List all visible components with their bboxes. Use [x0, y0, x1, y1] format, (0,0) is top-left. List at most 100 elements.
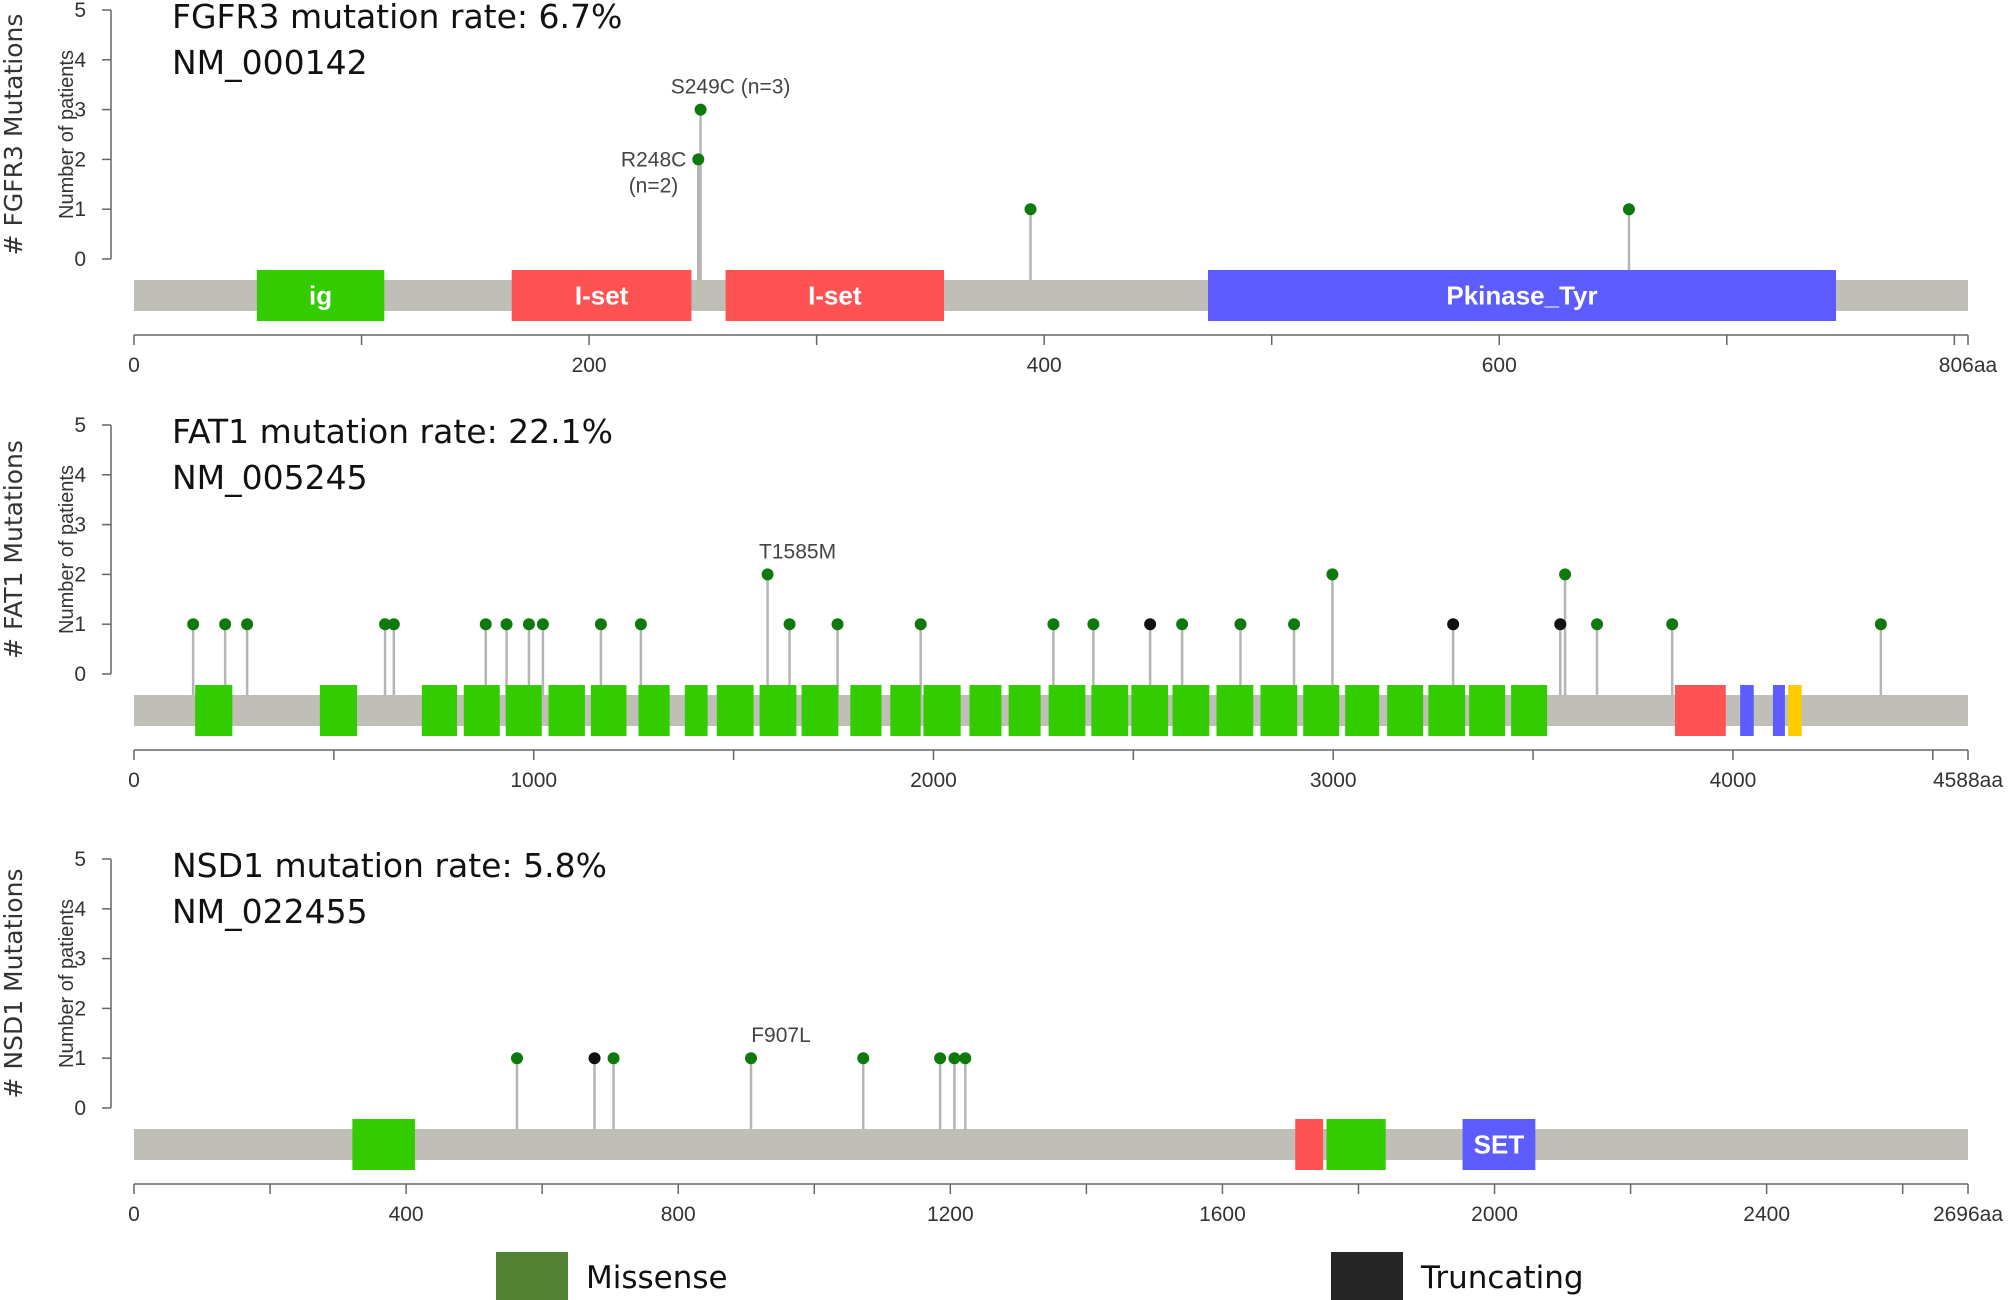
y-tick-label: 2 — [74, 997, 86, 1020]
mutation-dot — [1024, 203, 1037, 216]
x-tick-label: 0 — [128, 769, 140, 792]
domain-block — [1260, 685, 1298, 736]
x-tick-label: 2000 — [910, 769, 957, 792]
y-tick-label: 1 — [74, 198, 86, 221]
chart-title: FAT1 mutation rate: 22.1% — [172, 412, 613, 451]
legend-swatch-missense — [496, 1252, 568, 1300]
mutation-dot — [783, 618, 796, 631]
domain-block — [923, 685, 961, 736]
domain-label: Pkinase_Tyr — [1446, 281, 1597, 311]
domain-block — [1048, 685, 1086, 736]
mutation-dot — [1591, 618, 1604, 631]
mutation-dot — [1288, 618, 1301, 631]
domain-block — [195, 685, 233, 736]
y-axis-label: Number of patients — [56, 465, 78, 634]
gene-axis-label: # FGFR3 Mutations — [0, 14, 28, 256]
y-tick-label: 2 — [74, 148, 86, 171]
domain-block — [1469, 685, 1506, 736]
y-axis-label: Number of patients — [56, 50, 78, 219]
mutation-annotation: S249C (n=3) — [671, 76, 791, 99]
transcript-id: NM_000142 — [172, 43, 368, 82]
x-tick-label: 400 — [1027, 354, 1062, 377]
mutation-dot — [1234, 618, 1247, 631]
x-length-label: 4588aa — [1933, 769, 2003, 792]
mutation-dot — [1447, 618, 1460, 631]
y-tick-label: 5 — [74, 414, 86, 437]
domain-block — [505, 685, 542, 736]
x-tick-label: 200 — [572, 354, 607, 377]
domain-block — [638, 685, 670, 736]
domain-block — [850, 685, 882, 736]
mutation-dot — [510, 1052, 523, 1065]
mutation-dot — [1087, 618, 1100, 631]
domain-block — [1772, 685, 1785, 736]
domain-block — [1387, 685, 1424, 736]
domain-block — [1511, 685, 1548, 736]
x-tick-label: 800 — [661, 1203, 696, 1226]
mutation-dot — [379, 618, 392, 631]
mutation-dot — [588, 1052, 601, 1065]
mutation-dot — [1326, 568, 1339, 581]
mutation-dot — [948, 1052, 961, 1065]
y-axis-label: Number of patients — [56, 899, 78, 1068]
domain-label: SET — [1474, 1130, 1525, 1160]
domain-block — [1131, 685, 1169, 736]
chart-title: NSD1 mutation rate: 5.8% — [172, 846, 607, 885]
mutation-dot — [694, 103, 707, 116]
x-tick-label: 400 — [389, 1203, 424, 1226]
x-tick-label: 4000 — [1710, 769, 1757, 792]
domain-block — [1462, 1119, 1536, 1170]
mutation-dot — [1047, 618, 1060, 631]
mutation-dot — [692, 153, 705, 166]
domain-block — [890, 685, 921, 736]
domain-block — [352, 1119, 415, 1170]
domain-block — [1788, 685, 1802, 736]
x-length-label: 2696aa — [1933, 1203, 2003, 1226]
mutation-dot — [959, 1052, 972, 1065]
legend: Missense Truncating — [496, 1252, 1584, 1300]
domain-block — [256, 270, 385, 321]
mutation-dot — [241, 618, 254, 631]
mutation-dot — [479, 618, 492, 631]
x-tick-label: 0 — [128, 1203, 140, 1226]
y-tick-label: 0 — [74, 663, 86, 686]
y-tick-label: 4 — [74, 49, 86, 72]
gene-panels: 0 1 2 3 4 5 Number of patients # FGFR3 Mutation… — [0, 0, 2003, 1226]
mutation-annotation: F907L — [751, 1024, 811, 1047]
domain-block — [725, 270, 945, 321]
domain-block — [1326, 1119, 1386, 1170]
y-tick-label: 3 — [74, 514, 86, 537]
mutation-dot — [634, 618, 647, 631]
x-tick-label: 600 — [1482, 354, 1517, 377]
domain-block — [716, 685, 754, 736]
domain-block — [969, 685, 1002, 736]
mutation-dot — [607, 1052, 620, 1065]
domain-block — [1303, 685, 1340, 736]
mutation-dot — [1554, 618, 1567, 631]
domain-block — [511, 270, 692, 321]
domain-block — [548, 685, 585, 736]
gene-axis-label: # FAT1 Mutations — [0, 440, 28, 659]
mutation-dot — [594, 618, 607, 631]
y-tick-label: 1 — [74, 1047, 86, 1070]
domain-block — [463, 685, 500, 736]
domain-block — [1008, 685, 1041, 736]
mutation-dot — [761, 568, 774, 581]
domain-block — [1091, 685, 1129, 736]
y-tick-label: 4 — [74, 898, 86, 921]
y-tick-label: 4 — [74, 464, 86, 487]
mutation-annotation: R248C — [621, 148, 686, 171]
y-tick-label: 5 — [74, 848, 86, 871]
domain-label: I-set — [575, 281, 629, 311]
mutation-dot — [914, 618, 927, 631]
y-tick-label: 0 — [74, 248, 86, 271]
legend-label-missense: Missense — [586, 1260, 728, 1296]
protein-backbone — [134, 1129, 1968, 1160]
mutation-dot — [745, 1052, 758, 1065]
domain-block — [1208, 270, 1837, 321]
mutation-dot — [1144, 618, 1157, 631]
x-tick-label: 1600 — [1199, 1203, 1246, 1226]
x-tick-label: 0 — [128, 354, 140, 377]
y-tick-label: 5 — [74, 0, 86, 22]
mutation-dot — [934, 1052, 947, 1065]
